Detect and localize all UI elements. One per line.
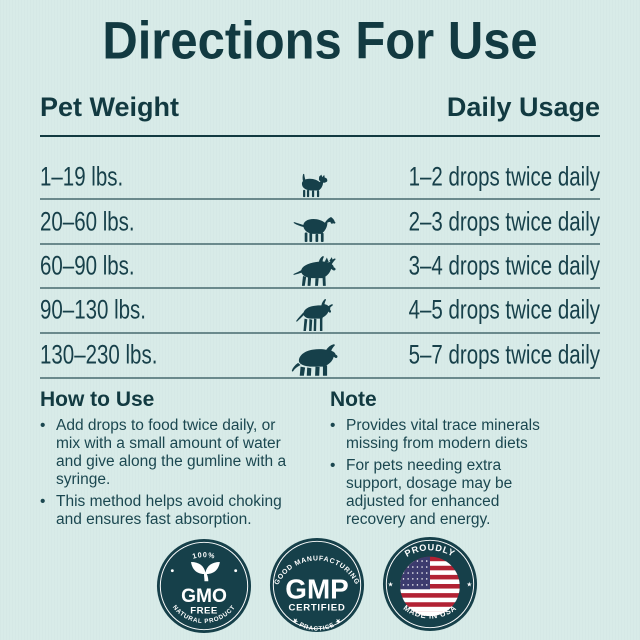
svg-text:FREE: FREE (190, 605, 218, 616)
svg-text:★: ★ (388, 580, 394, 588)
svg-text:100%: 100% (191, 550, 216, 561)
svg-text:★: ★ (466, 580, 472, 588)
svg-text:CERTIFIED: CERTIFIED (288, 602, 345, 613)
svg-text:GMO: GMO (181, 586, 227, 607)
svg-text:GMP: GMP (285, 573, 348, 604)
